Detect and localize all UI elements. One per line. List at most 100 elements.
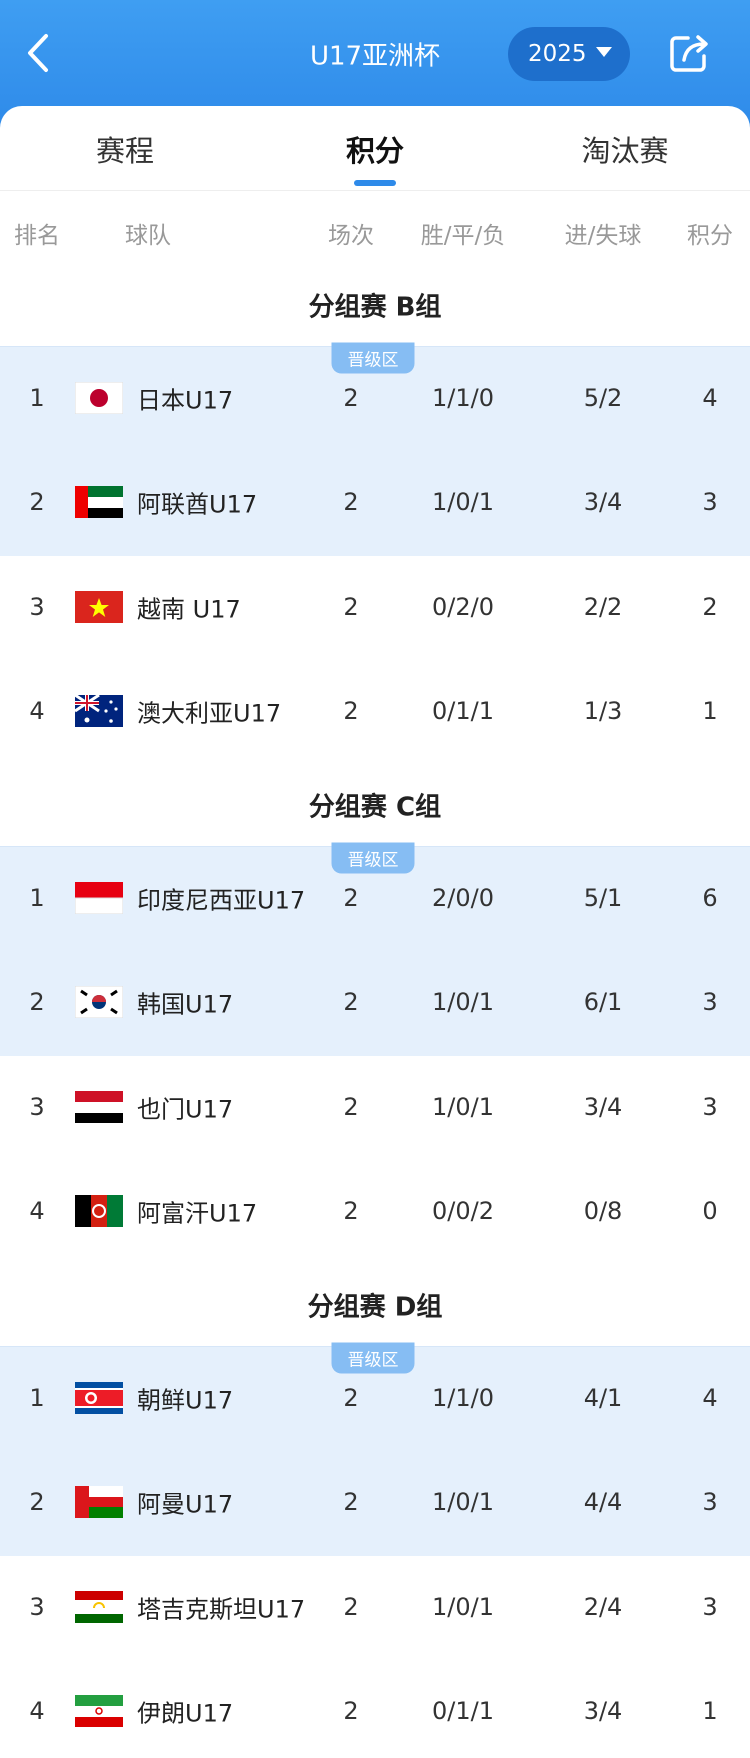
zone-badge: 晋级区	[331, 842, 415, 874]
team-name[interactable]: 阿富汗U17	[137, 1199, 258, 1228]
rank: 3	[29, 1092, 45, 1121]
tab[interactable]: 积分	[345, 134, 405, 168]
team-flag	[75, 694, 123, 727]
back-button[interactable]	[24, 32, 54, 74]
qualification-zone	[0, 1346, 750, 1556]
record: 1/0/1	[432, 1488, 494, 1517]
tab-indicator	[354, 180, 396, 186]
team-name[interactable]: 塔吉克斯坦U17	[137, 1595, 306, 1624]
year-label: 2025	[528, 41, 587, 67]
group-title: 分组赛 D组	[307, 1292, 443, 1323]
goals: 0/8	[583, 1196, 623, 1225]
record: 0/1/1	[432, 696, 494, 725]
played: 2	[343, 884, 359, 912]
record: 1/0/1	[432, 988, 494, 1017]
column-header: 球队	[125, 223, 171, 249]
record: 0/2/0	[432, 592, 494, 621]
goals: 2/2	[583, 592, 623, 621]
goals: 5/1	[583, 884, 623, 912]
points: 3	[702, 1488, 718, 1517]
played: 2	[343, 696, 359, 725]
team-flag	[75, 882, 123, 914]
points: 3	[702, 988, 718, 1017]
rank: 3	[29, 1592, 45, 1621]
team-name[interactable]: 阿曼U17	[137, 1490, 234, 1519]
team-name[interactable]: 韩国U17	[137, 990, 234, 1019]
points: 1	[702, 696, 718, 725]
tab[interactable]: 淘汰赛	[581, 134, 669, 168]
points: 3	[702, 488, 718, 517]
team-name[interactable]: 阿联酋U17	[137, 490, 258, 519]
team-flag	[75, 1590, 123, 1623]
goals: 6/1	[583, 988, 623, 1017]
column-header: 排名	[14, 223, 60, 249]
record: 0/1/1	[432, 1696, 494, 1725]
group-title: 分组赛 C组	[308, 792, 442, 823]
team-name[interactable]: 印度尼西亚U17	[137, 886, 306, 915]
played: 2	[343, 1488, 359, 1517]
dropdown-arrow	[596, 47, 612, 57]
goals: 4/4	[583, 1488, 623, 1517]
rank: 2	[29, 1488, 45, 1517]
team-flag	[75, 486, 123, 519]
points: 0	[702, 1196, 718, 1225]
year-selector[interactable]: 2025	[508, 27, 630, 81]
team-name[interactable]: 伊朗U17	[137, 1699, 234, 1728]
group-title: 分组赛 B组	[308, 292, 442, 323]
team-flag	[75, 1382, 123, 1414]
team-flag	[75, 1194, 123, 1227]
column-header: 积分	[687, 223, 733, 249]
points: 1	[702, 1696, 718, 1725]
tab[interactable]: 赛程	[95, 134, 155, 168]
column-header: 场次	[328, 223, 374, 249]
rank: 1	[29, 384, 45, 412]
goals: 2/4	[583, 1592, 623, 1621]
divider	[0, 190, 750, 191]
record: 1/1/0	[432, 1384, 494, 1412]
team-flag	[75, 590, 123, 623]
record: 0/0/2	[432, 1196, 494, 1225]
share-button[interactable]	[668, 32, 712, 76]
record: 1/0/1	[432, 1092, 494, 1121]
record: 1/1/0	[432, 384, 494, 412]
points: 3	[702, 1092, 718, 1121]
team-name[interactable]: 也门U17	[137, 1095, 234, 1124]
played: 2	[343, 488, 359, 517]
played: 2	[343, 1092, 359, 1121]
record: 1/0/1	[432, 1592, 494, 1621]
team-flag	[75, 1694, 123, 1727]
team-name[interactable]: 越南 U17	[137, 595, 241, 624]
column-header: 进/失球	[564, 223, 642, 249]
points: 6	[702, 884, 718, 912]
points: 2	[702, 592, 718, 621]
goals: 3/4	[583, 488, 623, 517]
goals: 3/4	[583, 1696, 623, 1725]
played: 2	[343, 592, 359, 621]
played: 2	[343, 988, 359, 1017]
team-name[interactable]: 澳大利亚U17	[137, 699, 282, 728]
rank: 1	[29, 884, 45, 912]
played: 2	[343, 1384, 359, 1412]
rank: 2	[29, 488, 45, 517]
team-name[interactable]: 日本U17	[137, 386, 234, 415]
column-header: 胜/平/负	[420, 223, 506, 249]
rank: 4	[29, 1196, 45, 1225]
team-name[interactable]: 朝鲜U17	[137, 1386, 234, 1415]
qualification-zone	[0, 846, 750, 1056]
played: 2	[343, 1196, 359, 1225]
team-flag	[75, 382, 123, 414]
goals: 4/1	[583, 1384, 623, 1412]
record: 2/0/0	[432, 884, 494, 912]
zone-badge: 晋级区	[331, 342, 415, 374]
rank: 4	[29, 1696, 45, 1725]
played: 2	[343, 1696, 359, 1725]
qualification-zone	[0, 346, 750, 556]
zone-badge: 晋级区	[331, 1342, 415, 1374]
points: 4	[702, 384, 718, 412]
rank: 2	[29, 988, 45, 1017]
record: 1/0/1	[432, 488, 494, 517]
rank: 4	[29, 696, 45, 725]
rank: 1	[29, 1384, 45, 1412]
points: 4	[702, 1384, 718, 1412]
